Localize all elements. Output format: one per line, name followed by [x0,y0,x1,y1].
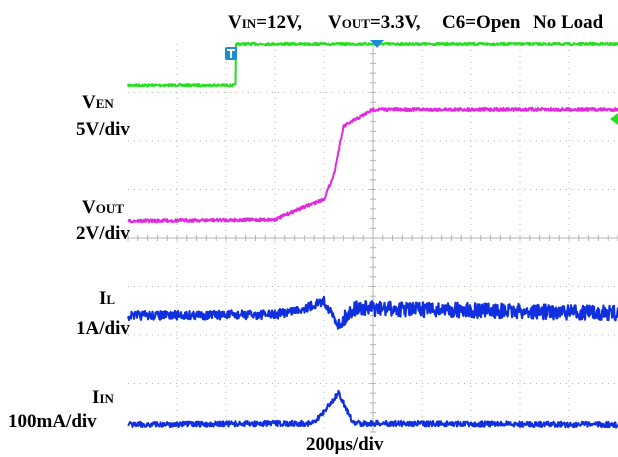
label-iin-scale: 100mA/div [8,411,97,432]
header-vin: VIN=12V, [228,12,302,33]
trace-vout [127,106,618,224]
trigger-time-marker-icon [370,40,384,48]
trace-iin [127,389,618,429]
label-il-name: IL [99,288,115,309]
label-il-scale: 1A/div [76,318,130,339]
header-load: No Load [533,12,604,33]
traces [126,41,618,429]
x-axis-label: 200µs/div [306,434,384,455]
trace-ven [127,41,618,88]
header-vout: VOUT=3.3V, [328,12,421,33]
graticule [127,43,618,433]
header-c6: C6=Open [442,12,521,33]
label-ven-name: VEN [82,92,114,113]
label-vout-name: VOUT [82,197,124,218]
label-iin-name: IIN [92,387,114,408]
trace-il [126,295,618,330]
label-vout-scale: 2V/div [76,223,130,244]
trigger-level-marker-icon [610,113,618,125]
t-marker-icon [225,47,237,60]
label-ven-scale: 5V/div [76,119,130,140]
